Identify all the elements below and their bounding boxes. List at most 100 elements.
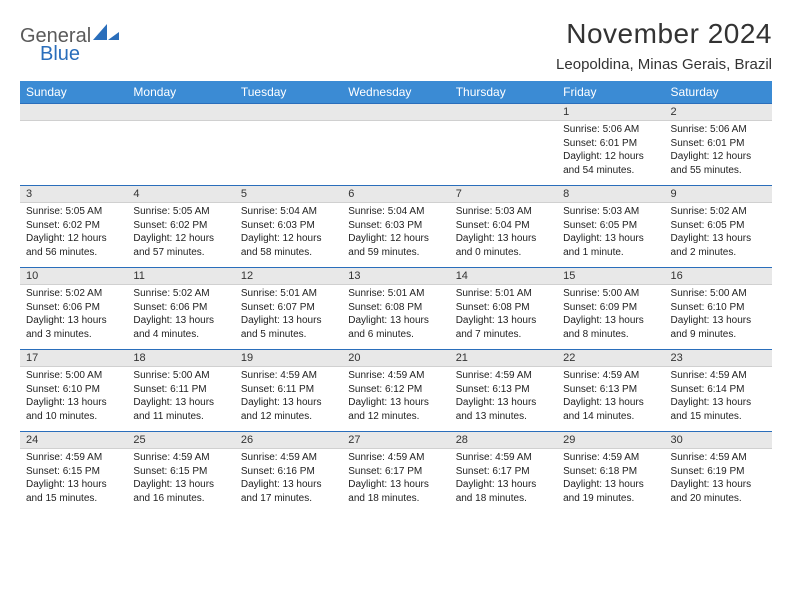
calendar-day-cell: 13Sunrise: 5:01 AMSunset: 6:08 PMDayligh… [342, 268, 449, 350]
sunset-text: Sunset: 6:13 PM [456, 383, 551, 397]
day-details: Sunrise: 5:03 AMSunset: 6:04 PMDaylight:… [450, 203, 557, 263]
calendar-day-cell: 26Sunrise: 4:59 AMSunset: 6:16 PMDayligh… [235, 432, 342, 514]
day-number: 27 [342, 432, 449, 449]
sunset-text: Sunset: 6:01 PM [671, 137, 766, 151]
calendar-day-cell: 30 Sunrise: 4:59 AMSunset: 6:19 PMDayligh… [665, 432, 772, 514]
day-number: 3 [20, 186, 127, 203]
day-number: 11 [127, 268, 234, 285]
day-number: 30 [665, 432, 772, 449]
logo-word-blue: Blue [40, 44, 119, 64]
sunset-text: Sunset: 6:09 PM [563, 301, 658, 315]
day-details: Sunrise: 4:59 AMSunset: 6:16 PMDaylight:… [235, 449, 342, 509]
sunrise-text: Sunrise: 5:02 AM [26, 287, 121, 301]
sunrise-text: Sunrise: 4:59 AM [241, 451, 336, 465]
daylight-text: Daylight: 13 hours and 5 minutes. [241, 314, 336, 341]
calendar-week-row: 10Sunrise: 5:02 AMSunset: 6:06 PMDayligh… [20, 268, 772, 350]
sunrise-text: Sunrise: 5:02 AM [671, 205, 766, 219]
daylight-text: Daylight: 12 hours and 58 minutes. [241, 232, 336, 259]
calendar-day-cell: 1Sunrise: 5:06 AMSunset: 6:01 PMDaylight… [557, 104, 664, 186]
day-number: 23 [665, 350, 772, 367]
sunrise-text: Sunrise: 4:59 AM [456, 369, 551, 383]
sunrise-text: Sunrise: 4:59 AM [348, 369, 443, 383]
day-details: Sunrise: 4:59 AMSunset: 6:11 PMDaylight:… [235, 367, 342, 427]
sunrise-text: Sunrise: 5:03 AM [563, 205, 658, 219]
logo-sail-icon [93, 24, 119, 42]
daylight-text: Daylight: 13 hours and 15 minutes. [671, 396, 766, 423]
header: General Blue November 2024 Leopoldina, M… [20, 18, 772, 73]
daylight-text: Daylight: 13 hours and 4 minutes. [133, 314, 228, 341]
daylight-text: Daylight: 13 hours and 14 minutes. [563, 396, 658, 423]
daylight-text: Daylight: 13 hours and 16 minutes. [133, 478, 228, 505]
sunset-text: Sunset: 6:08 PM [456, 301, 551, 315]
sunrise-text: Sunrise: 4:59 AM [241, 369, 336, 383]
daylight-text: Daylight: 13 hours and 2 minutes. [671, 232, 766, 259]
sunset-text: Sunset: 6:07 PM [241, 301, 336, 315]
calendar-day-cell: 4Sunrise: 5:05 AMSunset: 6:02 PMDaylight… [127, 186, 234, 268]
day-number: 22 [557, 350, 664, 367]
day-details: Sunrise: 4:59 AMSunset: 6:17 PMDaylight:… [450, 449, 557, 509]
sunrise-text: Sunrise: 5:03 AM [456, 205, 551, 219]
calendar-page: General Blue November 2024 Leopoldina, M… [0, 0, 792, 612]
sunset-text: Sunset: 6:11 PM [133, 383, 228, 397]
daylight-text: Daylight: 13 hours and 13 minutes. [456, 396, 551, 423]
day-number: 5 [235, 186, 342, 203]
sunrise-text: Sunrise: 4:59 AM [671, 369, 766, 383]
day-details: Sunrise: 5:00 AMSunset: 6:10 PMDaylight:… [20, 367, 127, 427]
daylight-text: Daylight: 13 hours and 20 minutes. [671, 478, 766, 505]
sunrise-text: Sunrise: 5:01 AM [241, 287, 336, 301]
sunrise-text: Sunrise: 5:05 AM [26, 205, 121, 219]
sunset-text: Sunset: 6:13 PM [563, 383, 658, 397]
day-details: Sunrise: 5:04 AMSunset: 6:03 PMDaylight:… [235, 203, 342, 263]
daylight-text: Daylight: 12 hours and 59 minutes. [348, 232, 443, 259]
day-number: 6 [342, 186, 449, 203]
sunset-text: Sunset: 6:01 PM [563, 137, 658, 151]
sunset-text: Sunset: 6:12 PM [348, 383, 443, 397]
day-number: 28 [450, 432, 557, 449]
day-details: Sunrise: 5:00 AMSunset: 6:11 PMDaylight:… [127, 367, 234, 427]
daylight-text: Daylight: 12 hours and 57 minutes. [133, 232, 228, 259]
daylight-text: Daylight: 13 hours and 9 minutes. [671, 314, 766, 341]
day-number: 15 [557, 268, 664, 285]
calendar-day-cell: 19Sunrise: 4:59 AMSunset: 6:11 PMDayligh… [235, 350, 342, 432]
sunrise-text: Sunrise: 4:59 AM [563, 451, 658, 465]
daylight-text: Daylight: 13 hours and 12 minutes. [241, 396, 336, 423]
calendar-header-row: Sunday Monday Tuesday Wednesday Thursday… [20, 81, 772, 104]
day-details: Sunrise: 4:59 AMSunset: 6:17 PMDaylight:… [342, 449, 449, 509]
sunrise-text: Sunrise: 5:04 AM [348, 205, 443, 219]
day-number: 24 [20, 432, 127, 449]
day-number: 17 [20, 350, 127, 367]
day-number: 1 [557, 104, 664, 121]
sunset-text: Sunset: 6:18 PM [563, 465, 658, 479]
sunrise-text: Sunrise: 5:05 AM [133, 205, 228, 219]
sunset-text: Sunset: 6:03 PM [348, 219, 443, 233]
sunrise-text: Sunrise: 4:59 AM [26, 451, 121, 465]
calendar-week-row: 24Sunrise: 4:59 AMSunset: 6:15 PMDayligh… [20, 432, 772, 514]
daylight-text: Daylight: 12 hours and 55 minutes. [671, 150, 766, 177]
day-details: Sunrise: 5:05 AMSunset: 6:02 PMDaylight:… [20, 203, 127, 263]
sunrise-text: Sunrise: 5:04 AM [241, 205, 336, 219]
calendar-day-cell: 10Sunrise: 5:02 AMSunset: 6:06 PMDayligh… [20, 268, 127, 350]
daylight-text: Daylight: 13 hours and 10 minutes. [26, 396, 121, 423]
daylight-text: Daylight: 13 hours and 12 minutes. [348, 396, 443, 423]
sunset-text: Sunset: 6:05 PM [563, 219, 658, 233]
day-number: 18 [127, 350, 234, 367]
logo: General Blue [20, 18, 119, 64]
calendar-day-cell [450, 104, 557, 186]
day-number [342, 104, 449, 121]
calendar-day-cell: 5Sunrise: 5:04 AMSunset: 6:03 PMDaylight… [235, 186, 342, 268]
sunset-text: Sunset: 6:15 PM [26, 465, 121, 479]
calendar-day-cell: 24Sunrise: 4:59 AMSunset: 6:15 PMDayligh… [20, 432, 127, 514]
weekday-header: Monday [127, 81, 234, 104]
weekday-header: Friday [557, 81, 664, 104]
sunrise-text: Sunrise: 5:00 AM [133, 369, 228, 383]
day-details: Sunrise: 5:02 AMSunset: 6:06 PMDaylight:… [20, 285, 127, 345]
sunset-text: Sunset: 6:19 PM [671, 465, 766, 479]
sunrise-text: Sunrise: 4:59 AM [456, 451, 551, 465]
sunset-text: Sunset: 6:02 PM [133, 219, 228, 233]
sunrise-text: Sunrise: 5:01 AM [348, 287, 443, 301]
sunrise-text: Sunrise: 4:59 AM [671, 451, 766, 465]
location: Leopoldina, Minas Gerais, Brazil [556, 56, 772, 73]
sunset-text: Sunset: 6:14 PM [671, 383, 766, 397]
sunrise-text: Sunrise: 4:59 AM [133, 451, 228, 465]
calendar-day-cell: 20Sunrise: 4:59 AMSunset: 6:12 PMDayligh… [342, 350, 449, 432]
